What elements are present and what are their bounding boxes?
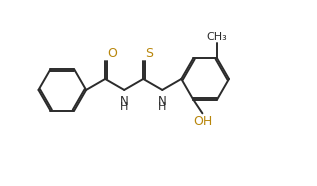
Text: OH: OH — [193, 115, 212, 128]
Text: S: S — [146, 47, 153, 60]
Text: N: N — [158, 95, 167, 108]
Text: H: H — [158, 102, 166, 112]
Text: O: O — [107, 47, 117, 60]
Text: H: H — [120, 102, 128, 112]
Text: N: N — [120, 95, 129, 108]
Text: CH₃: CH₃ — [207, 32, 227, 42]
